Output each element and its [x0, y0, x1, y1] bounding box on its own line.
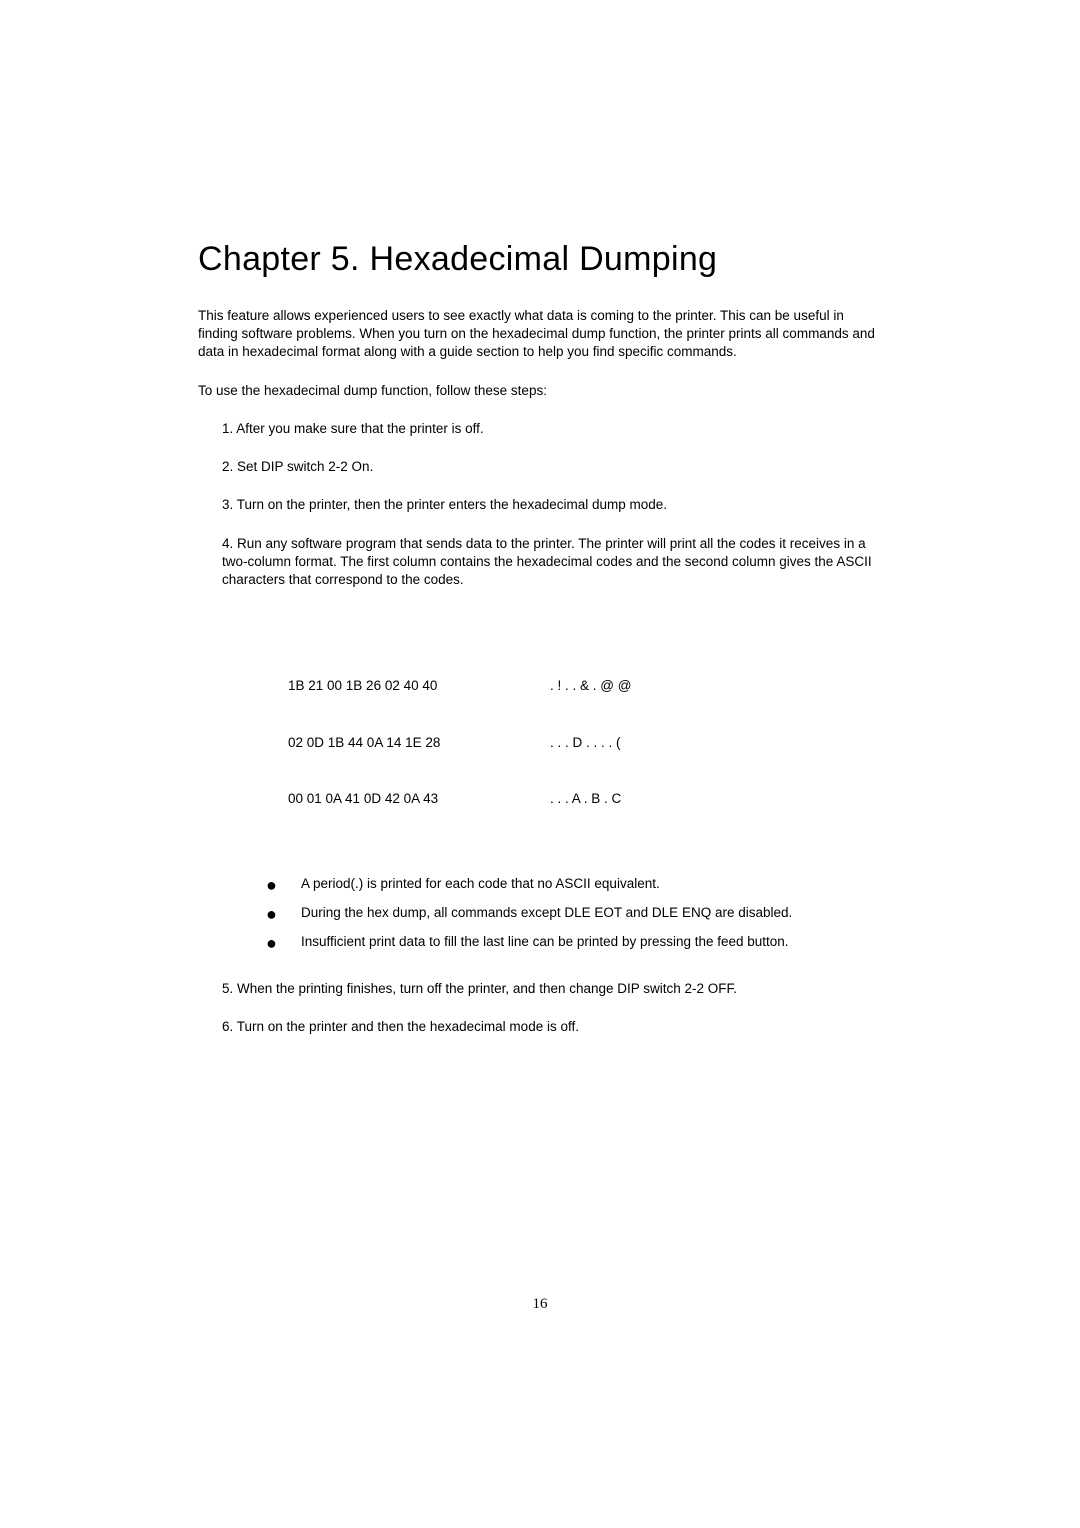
hex-column: 1B 21 00 1B 26 02 40 40: [288, 677, 550, 696]
bullet-icon: ●: [266, 901, 301, 926]
step-6: 6. Turn on the printer and then the hexa…: [198, 1018, 885, 1036]
bullet-item: ● A period(.) is printed for each code t…: [266, 872, 885, 897]
hex-row: 00 01 0A 41 0D 42 0A 43 . . . A . B . C: [288, 790, 885, 809]
bullet-list: ● A period(.) is printed for each code t…: [198, 872, 885, 955]
step-4: 4. Run any software program that sends d…: [198, 535, 885, 590]
ascii-column: . ! . . & . @ @: [550, 677, 631, 696]
intro-paragraph: This feature allows experienced users to…: [198, 307, 885, 362]
page-container: Chapter 5. Hexadecimal Dumping This feat…: [0, 0, 1080, 1036]
step-2: 2. Set DIP switch 2-2 On.: [198, 458, 885, 476]
step-1: 1. After you make sure that the printer …: [198, 420, 885, 438]
chapter-title: Chapter 5. Hexadecimal Dumping: [198, 240, 885, 279]
bullet-item: ● Insufficient print data to fill the la…: [266, 930, 885, 955]
step-3: 3. Turn on the printer, then the printer…: [198, 496, 885, 514]
bullet-text: A period(.) is printed for each code tha…: [301, 872, 885, 897]
bullet-text: Insufficient print data to fill the last…: [301, 930, 885, 955]
hex-column: 02 0D 1B 44 0A 14 1E 28: [288, 734, 550, 753]
ascii-column: . . . A . B . C: [550, 790, 621, 809]
hex-row: 02 0D 1B 44 0A 14 1E 28 . . . D . . . . …: [288, 734, 885, 753]
hex-row: 1B 21 00 1B 26 02 40 40 . ! . . & . @ @: [288, 677, 885, 696]
bullet-icon: ●: [266, 930, 301, 955]
bullet-icon: ●: [266, 872, 301, 897]
page-number: 16: [0, 1296, 1080, 1313]
hex-dump-block: 1B 21 00 1B 26 02 40 40 . ! . . & . @ @ …: [198, 639, 885, 847]
instruction-line: To use the hexadecimal dump function, fo…: [198, 382, 885, 400]
step-5: 5. When the printing finishes, turn off …: [198, 980, 885, 998]
hex-column: 00 01 0A 41 0D 42 0A 43: [288, 790, 550, 809]
ascii-column: . . . D . . . . (: [550, 734, 621, 753]
bullet-text: During the hex dump, all commands except…: [301, 901, 885, 926]
bullet-item: ● During the hex dump, all commands exce…: [266, 901, 885, 926]
